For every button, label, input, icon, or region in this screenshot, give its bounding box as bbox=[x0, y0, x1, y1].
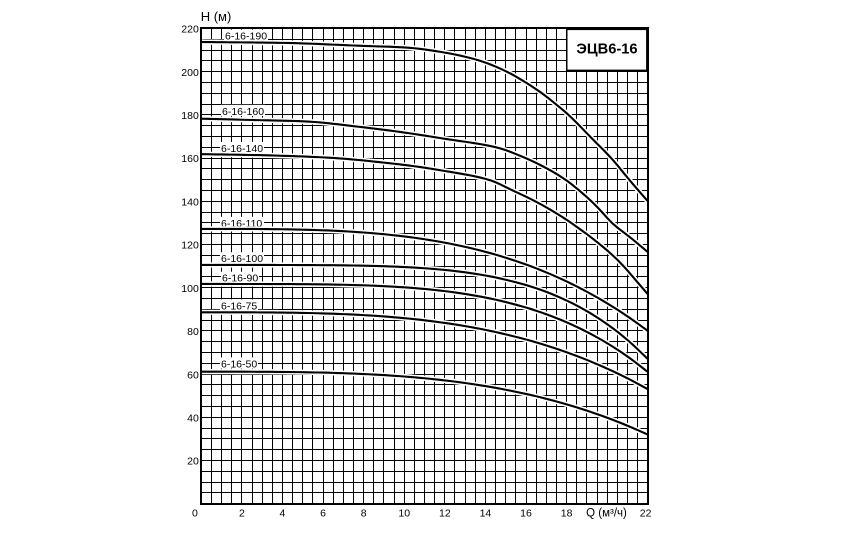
svg-text:12: 12 bbox=[439, 508, 451, 520]
svg-text:6-16-190: 6-16-190 bbox=[225, 31, 267, 43]
svg-text:120: 120 bbox=[181, 240, 199, 252]
svg-text:0: 0 bbox=[192, 508, 198, 520]
svg-text:6-16-140: 6-16-140 bbox=[221, 143, 263, 155]
svg-text:6-16-100: 6-16-100 bbox=[221, 253, 263, 265]
svg-text:140: 140 bbox=[181, 196, 199, 208]
svg-text:4: 4 bbox=[280, 508, 286, 520]
svg-text:100: 100 bbox=[181, 283, 199, 295]
svg-text:20: 20 bbox=[187, 456, 199, 468]
svg-text:2: 2 bbox=[239, 508, 245, 520]
svg-text:40: 40 bbox=[187, 412, 199, 424]
svg-text:6-16-160: 6-16-160 bbox=[222, 106, 264, 118]
svg-text:18: 18 bbox=[561, 508, 573, 520]
svg-text:Q (м³/ч): Q (м³/ч) bbox=[586, 508, 627, 520]
svg-text:22: 22 bbox=[640, 508, 652, 520]
svg-text:6-16-75: 6-16-75 bbox=[221, 300, 257, 312]
svg-text:10: 10 bbox=[398, 508, 410, 520]
svg-text:220: 220 bbox=[181, 24, 199, 36]
svg-text:160: 160 bbox=[181, 153, 199, 165]
svg-text:8: 8 bbox=[361, 508, 367, 520]
svg-text:60: 60 bbox=[187, 369, 199, 381]
svg-text:H (м): H (м) bbox=[201, 9, 232, 24]
svg-text:16: 16 bbox=[520, 508, 532, 520]
svg-text:180: 180 bbox=[181, 110, 199, 122]
svg-text:200: 200 bbox=[181, 67, 199, 79]
svg-text:6-16-50: 6-16-50 bbox=[221, 358, 257, 370]
svg-text:80: 80 bbox=[187, 326, 199, 338]
svg-text:ЭЦВ6-16: ЭЦВ6-16 bbox=[576, 41, 637, 57]
svg-text:6: 6 bbox=[320, 508, 326, 520]
svg-text:14: 14 bbox=[480, 508, 492, 520]
